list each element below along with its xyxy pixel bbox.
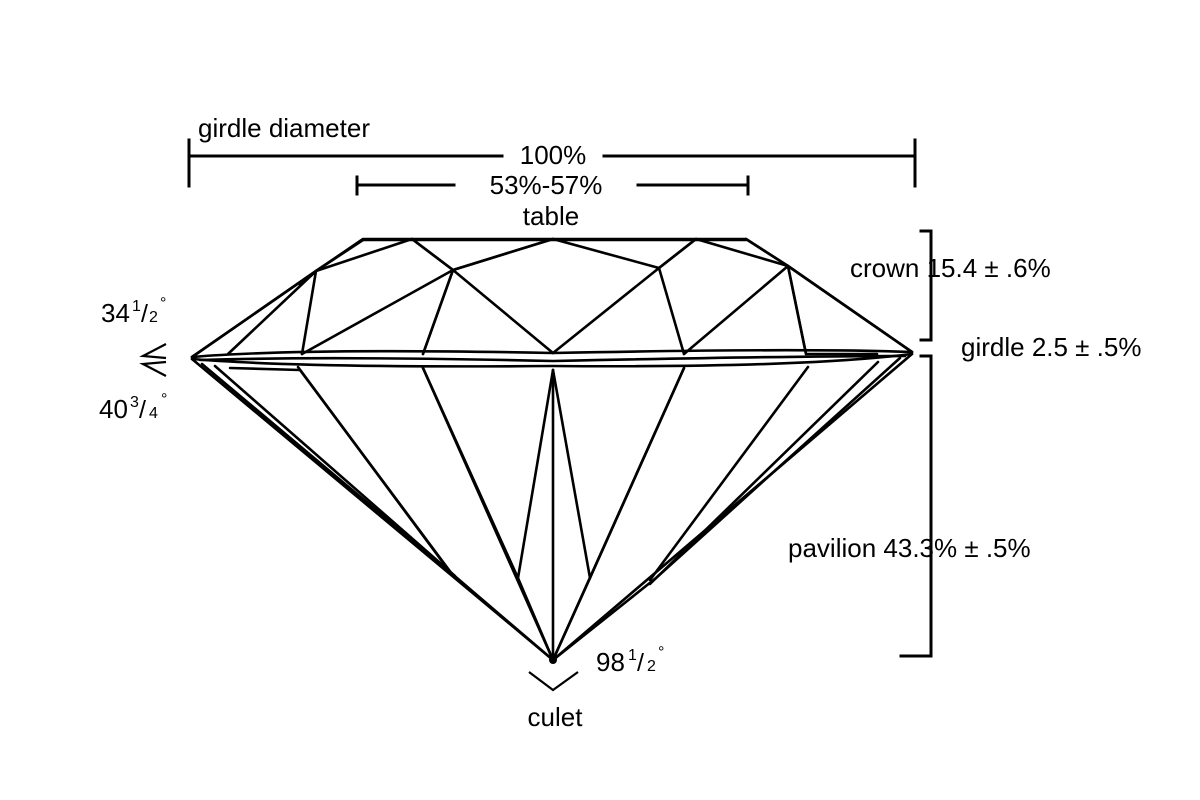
svg-text:2: 2 bbox=[647, 658, 656, 675]
diamond-illustration bbox=[190, 237, 914, 664]
girdle-diameter-label: girdle diameter bbox=[198, 113, 370, 143]
culet-point bbox=[549, 656, 557, 664]
pavilion-facets bbox=[200, 356, 902, 662]
girdle-inner-line bbox=[198, 354, 907, 363]
table-percent: 53%-57% bbox=[490, 170, 603, 200]
girdle-band-bottom bbox=[190, 352, 914, 368]
svg-text:4: 4 bbox=[149, 405, 158, 422]
svg-text:3: 3 bbox=[130, 394, 139, 411]
svg-text:40: 40 bbox=[99, 394, 128, 424]
table-label: table bbox=[523, 201, 579, 231]
crown-angle-label: 34 1 / 2 ° bbox=[101, 295, 166, 328]
pavilion-bracket bbox=[899, 354, 933, 658]
svg-text:34: 34 bbox=[101, 298, 130, 328]
svg-text:/: / bbox=[637, 649, 644, 677]
crown-label: crown 15.4 ± .6% bbox=[850, 253, 1051, 283]
svg-text:/: / bbox=[139, 396, 146, 424]
svg-text:/: / bbox=[141, 300, 148, 328]
svg-text:°: ° bbox=[161, 391, 167, 408]
crown-facets bbox=[190, 237, 914, 359]
girdle-diameter-dimension bbox=[187, 138, 917, 188]
pavilion-angle-label: 40 3 / 4 ° bbox=[99, 391, 167, 424]
culet-angle-marker bbox=[528, 671, 579, 692]
svg-text:98: 98 bbox=[596, 647, 625, 677]
culet-angle-label: 98 1 / 2 ° bbox=[596, 644, 664, 677]
svg-text:1: 1 bbox=[132, 298, 141, 315]
svg-text:°: ° bbox=[658, 644, 664, 661]
svg-text:°: ° bbox=[160, 295, 166, 312]
girdle-label: girdle 2.5 ± .5% bbox=[961, 332, 1141, 362]
table-dimension bbox=[355, 175, 750, 196]
pavilion-label: pavilion 43.3% ± .5% bbox=[788, 533, 1031, 563]
svg-text:2: 2 bbox=[149, 309, 158, 326]
crown-bracket bbox=[919, 229, 933, 342]
girdle-diameter-percent: 100% bbox=[520, 140, 587, 170]
svg-text:1: 1 bbox=[628, 647, 637, 664]
angle-marker bbox=[139, 343, 167, 377]
culet-label: culet bbox=[528, 702, 584, 732]
